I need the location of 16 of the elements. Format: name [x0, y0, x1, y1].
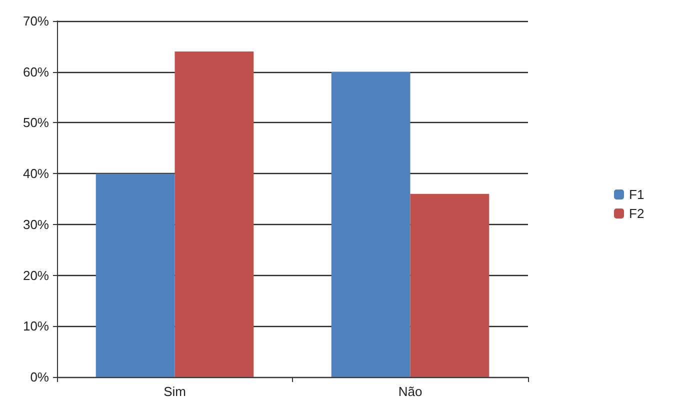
bar	[174, 52, 254, 377]
bar	[410, 194, 490, 377]
y-tick-label: 50%	[22, 115, 50, 130]
legend-label: F2	[629, 206, 644, 221]
legend-label: F1	[629, 187, 644, 202]
x-tick-label: Não	[398, 384, 422, 399]
x-tick-label: Sim	[164, 384, 186, 399]
y-tick-label: 0%	[30, 370, 50, 384]
y-tick-label: 20%	[22, 268, 50, 283]
y-tick-label: 70%	[22, 14, 50, 28]
y-tick-label: 60%	[22, 64, 50, 80]
y-tick-label: 30%	[22, 216, 50, 232]
bar	[331, 72, 410, 377]
y-tick-label: 40%	[22, 166, 50, 182]
y-tick-label: 10%	[22, 318, 50, 334]
bar	[96, 174, 175, 377]
